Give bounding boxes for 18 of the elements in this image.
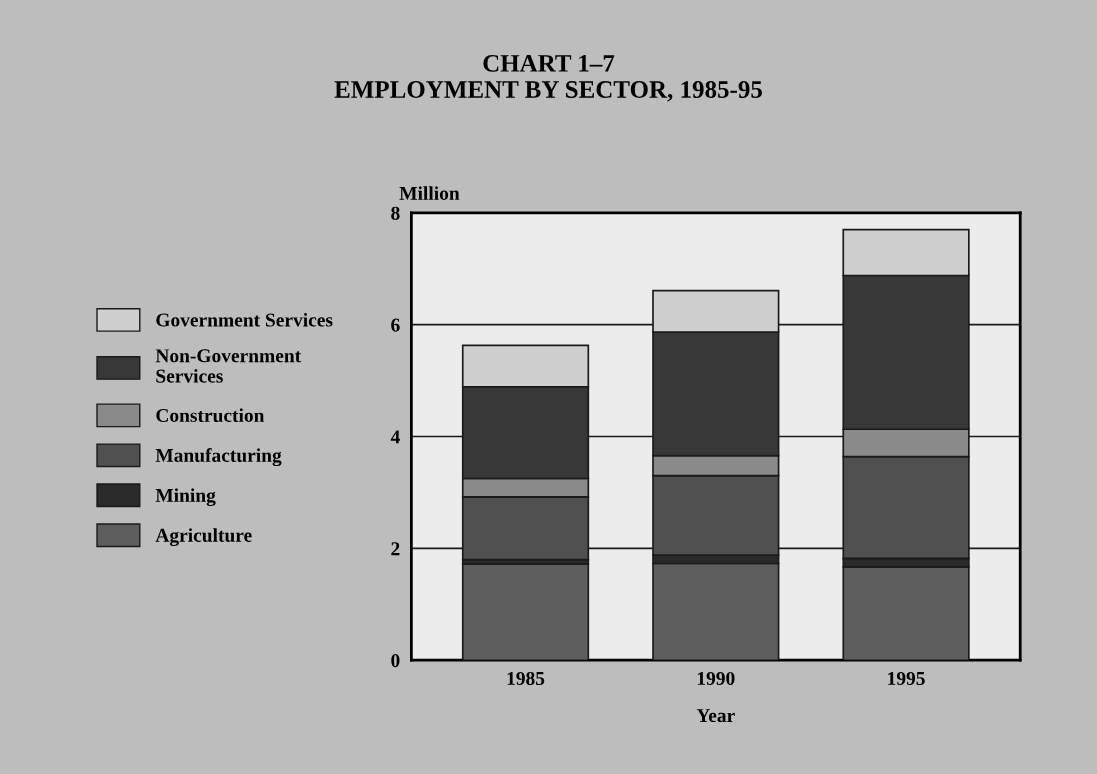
chart-title: CHART 1–7 EMPLOYMENT BY SECTOR, 1985-95: [334, 54, 762, 102]
bar: [461, 563, 590, 661]
y-tick-label: 0: [391, 654, 400, 668]
x-tick-label: 1990: [697, 671, 735, 686]
legend-label: Mining: [155, 488, 216, 507]
y-tick-label: 2: [391, 542, 400, 556]
x-tick-label: 1985: [507, 671, 545, 686]
legend-label: Construction: [156, 408, 265, 423]
y-tick-label: 6: [391, 318, 400, 332]
y-tick-label: 4: [390, 430, 400, 444]
y-axis-title: Million: [399, 186, 460, 200]
x-tick-label: 1995: [888, 671, 925, 686]
legend-label: Manufacturing: [155, 448, 282, 467]
y-tick-label: 8: [391, 206, 400, 220]
legend-label: Agriculture: [155, 528, 252, 546]
x-axis-title: Year: [696, 709, 735, 723]
legend-label: Non-Government Services: [155, 349, 302, 383]
legend-label: Government Services: [156, 312, 333, 327]
